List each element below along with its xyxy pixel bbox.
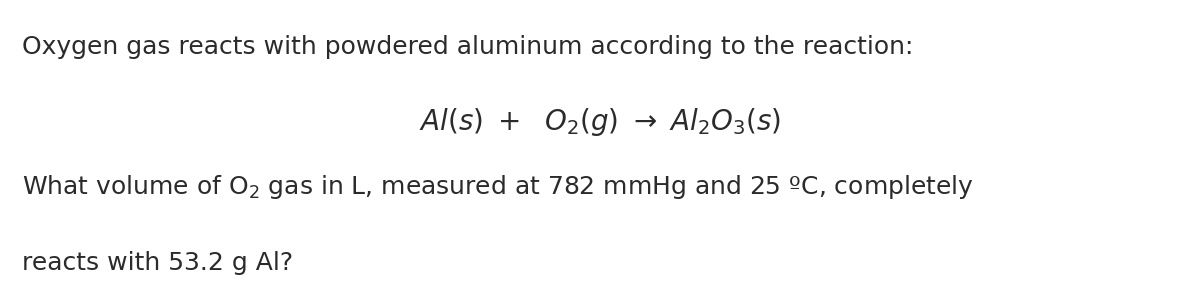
Text: $\mathit{Al(s)}\ +\ \ \mathit{O_2(g)}\ \rightarrow\ \mathit{Al_2O_3(s)}$: $\mathit{Al(s)}\ +\ \ \mathit{O_2(g)}\ \…: [419, 106, 781, 139]
Text: Oxygen gas reacts with powdered aluminum according to the reaction:: Oxygen gas reacts with powdered aluminum…: [22, 35, 913, 58]
Text: reacts with 53.2 g Al?: reacts with 53.2 g Al?: [22, 251, 293, 274]
Text: What volume of O$_2$ gas in L, measured at 782 mmHg and 25 ºC, completely: What volume of O$_2$ gas in L, measured …: [22, 173, 973, 201]
